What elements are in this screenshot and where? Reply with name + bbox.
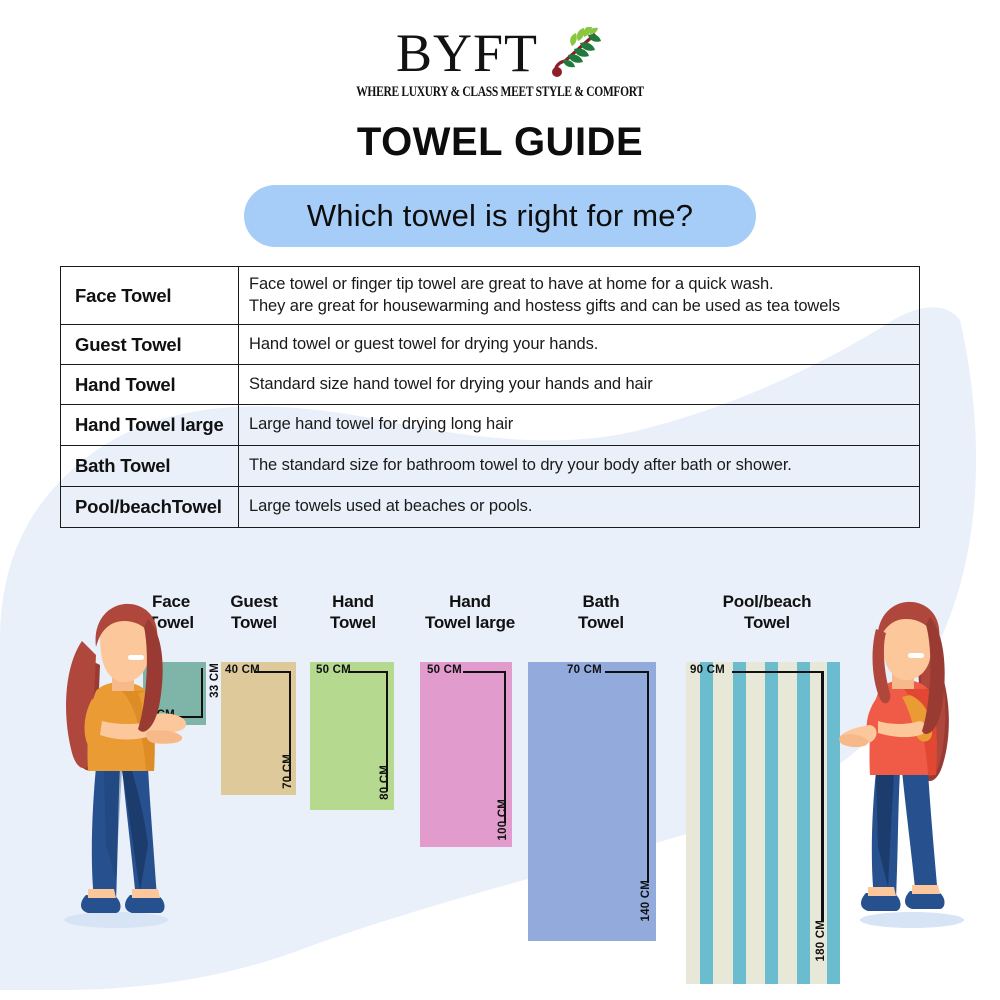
desc-line-1: Face towel or finger tip towel are great… [249, 275, 774, 294]
towel-guide-table: Face Towel Face towel or finger tip towe… [60, 266, 920, 528]
towel-stripe [733, 662, 746, 984]
towel-type-description: Large towels used at beaches or pools. [238, 486, 920, 528]
label-line-1: Guest [230, 592, 278, 611]
leaf-icon [552, 27, 602, 77]
dim-line-pool-vert [821, 670, 824, 921]
towel-label-bath: Bath Towel [556, 592, 646, 633]
label-line-1: Hand [449, 592, 491, 611]
label-line-2: Towel [578, 612, 624, 632]
label-line-1: Bath [582, 592, 620, 611]
towel-type-description: Standard size hand towel for drying your… [238, 364, 920, 405]
desc-line-2: They are great for housewarming and host… [249, 296, 841, 315]
towel-type-name: Face Towel [60, 266, 239, 325]
dim-line-face-v [200, 668, 203, 718]
dim-width-bath: 70 CM [567, 664, 602, 676]
towel-stripe [797, 662, 810, 984]
dim-height-pool: 180 CM [815, 920, 827, 962]
label-line-2: Towel [744, 612, 790, 632]
towel-type-description: Face towel or finger tip towel are great… [238, 266, 920, 325]
dim-width-hand: 50 CM [316, 664, 351, 676]
dim-line-pool-horiz [732, 670, 824, 674]
towel-label-guest: Guest Towel [209, 592, 299, 633]
question-banner: Which towel is right for me? [244, 185, 756, 247]
dim-width-pool: 90 CM [690, 664, 725, 676]
towel-label-hand-large: Hand Towel large [396, 592, 544, 633]
towel-type-name: Bath Towel [60, 445, 239, 487]
dim-line-handlarge-horiz [463, 670, 506, 673]
towel-type-description: Large hand towel for drying long hair [238, 404, 920, 446]
towel-stripe [700, 662, 713, 984]
towel-stripe [765, 662, 778, 984]
page-title: TOWEL GUIDE [356, 120, 644, 164]
left-person-illustration [64, 603, 187, 928]
table-row: Face Towel Face towel or finger tip towe… [60, 266, 920, 325]
towel-label-hand: Hand Towel [308, 592, 398, 633]
towel-type-name: Guest Towel [60, 324, 239, 365]
table-row: Hand Towel Standard size hand towel for … [60, 364, 920, 405]
towel-type-description: Hand towel or guest towel for drying you… [238, 324, 920, 365]
dim-line-hand-horiz [348, 670, 388, 673]
table-row: Hand Towel large Large hand towel for dr… [60, 404, 920, 446]
dim-line-bath-vert [646, 670, 649, 883]
towel-label-pool: Pool/beach Towel [700, 592, 834, 633]
label-line-2: Towel [231, 612, 277, 632]
header: BYFT WHERE LUXURY & CLASS MEET STYLE & C… [0, 0, 1000, 247]
table-row: Bath Towel The standard size for bathroo… [60, 445, 920, 487]
brand-tagline: WHERE LUXURY & CLASS MEET STYLE & COMFOR… [356, 84, 644, 100]
dim-height-face: 33 CM [209, 663, 221, 698]
label-line-1: Pool/beach [722, 592, 812, 611]
table-row: Guest Towel Hand towel or guest towel fo… [60, 324, 920, 365]
dim-line-bath-horiz [605, 670, 649, 673]
towel-type-description: The standard size for bathroom towel to … [238, 445, 920, 487]
label-line-1: Hand [332, 592, 374, 611]
dim-width-guest: 40 CM [225, 664, 260, 676]
towel-rect-bath [528, 662, 656, 941]
dim-height-guest: 70 CM [282, 754, 294, 789]
question-text: Which towel is right for me? [306, 198, 694, 233]
label-line-2: Towel large [424, 612, 516, 632]
table-row: Pool/beachTowel Large towels used at bea… [60, 486, 920, 528]
towel-type-name: Hand Towel [60, 364, 239, 405]
right-person-illustration [839, 601, 964, 928]
dim-height-hand-large: 100 CM [497, 799, 509, 841]
towel-type-name: Pool/beachTowel [60, 486, 239, 528]
brand-name: BYFT [395, 23, 539, 83]
dim-height-hand: 80 CM [379, 765, 391, 800]
towel-type-name: Hand Towel large [60, 404, 239, 446]
label-line-2: Towel [330, 612, 376, 632]
brand-logo: BYFT [0, 22, 1000, 84]
dim-width-hand-large: 50 CM [427, 664, 462, 676]
dim-height-bath: 140 CM [640, 880, 652, 922]
